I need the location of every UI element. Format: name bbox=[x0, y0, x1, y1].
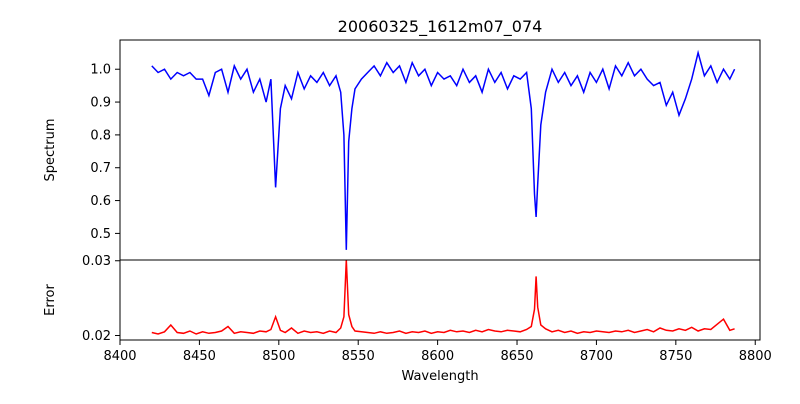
error-y-axis-label: Error bbox=[43, 284, 58, 316]
x-tick-label: 8400 bbox=[103, 349, 136, 364]
x-tick-label: 8700 bbox=[580, 349, 613, 364]
x-tick-label: 8550 bbox=[342, 349, 375, 364]
y-tick-label: 1.0 bbox=[90, 63, 111, 78]
y-tick-label: 0.6 bbox=[90, 194, 111, 209]
spectrum-axes-frame bbox=[119, 39, 761, 261]
y-tick-label: 0.5 bbox=[90, 227, 111, 242]
spectrum-y-axis-label: Spectrum bbox=[43, 119, 58, 182]
error-panel: 0.02 0.03 8400 8450 8500 8550 8600 8650 8700 875… bbox=[43, 254, 772, 384]
y-tick-label: 0.8 bbox=[90, 128, 111, 143]
spectrum-panel: 0.5 0.6 0.7 0.8 0.9 1.0 Spectrum bbox=[43, 39, 761, 261]
x-tick-label: 8500 bbox=[262, 349, 295, 364]
x-tick-label: 8450 bbox=[183, 349, 216, 364]
error-series-line bbox=[151, 259, 735, 335]
x-axis-label: Wavelength bbox=[401, 369, 478, 384]
chart-title: 20060325_1612m07_074 bbox=[338, 17, 543, 37]
spectrum-series-line bbox=[151, 49, 736, 250]
x-tick-label: 8750 bbox=[659, 349, 692, 364]
x-tick-label: 8650 bbox=[500, 349, 533, 364]
y-tick-label: 0.03 bbox=[82, 254, 111, 269]
x-tick-label: 8800 bbox=[739, 349, 772, 364]
y-tick-label: 0.7 bbox=[90, 161, 111, 176]
y-tick-label: 0.02 bbox=[82, 329, 111, 344]
x-tick-label: 8600 bbox=[421, 349, 454, 364]
error-axes-frame bbox=[119, 259, 761, 341]
y-tick-label: 0.9 bbox=[90, 96, 111, 111]
